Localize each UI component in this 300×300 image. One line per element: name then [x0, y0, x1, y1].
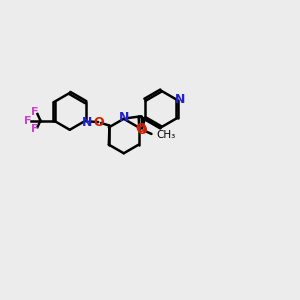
Text: F: F	[31, 124, 39, 134]
Text: F: F	[24, 116, 32, 126]
Text: N: N	[118, 111, 129, 124]
Text: O: O	[137, 124, 147, 137]
Text: O: O	[135, 122, 146, 135]
Text: CH₃: CH₃	[156, 130, 175, 140]
Text: N: N	[175, 93, 185, 106]
Text: N: N	[82, 116, 92, 129]
Text: F: F	[31, 107, 39, 117]
Text: O: O	[93, 116, 104, 129]
